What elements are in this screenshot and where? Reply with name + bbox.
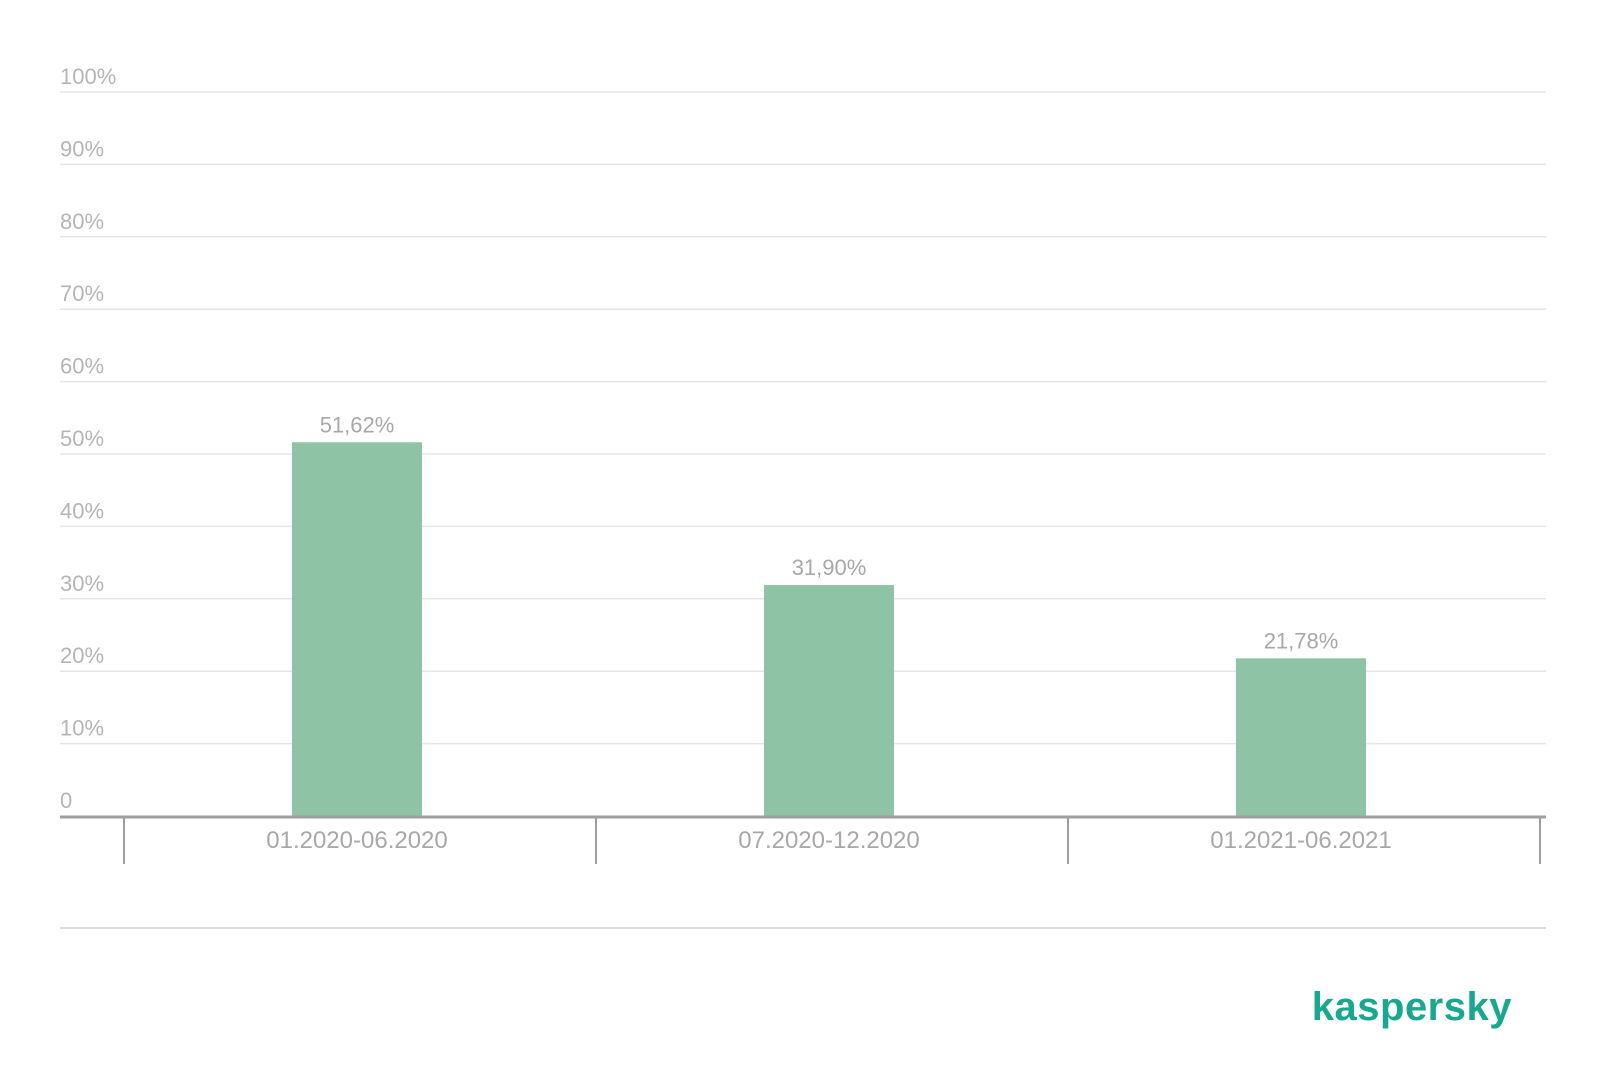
x-category-label: 01.2021-06.2021	[1210, 827, 1392, 854]
data-label-2: 31,90%	[792, 555, 867, 580]
data-label-3: 21,78%	[1264, 628, 1339, 653]
y-tick-label: 20%	[60, 643, 104, 668]
y-tick-label: 50%	[60, 426, 104, 451]
x-axis-category-labels: 01.2020-06.2020 07.2020-12.2020 01.2021-06…	[266, 827, 1392, 854]
y-tick-label: 30%	[60, 571, 104, 596]
bars	[292, 442, 1366, 816]
y-axis-ticks: 0 10% 20% 30% 40% 50% 60% 70% 80% 90% 100%	[60, 64, 116, 813]
y-tick-label: 40%	[60, 498, 104, 523]
bar-2	[764, 585, 894, 816]
y-tick-label: 10%	[60, 716, 104, 741]
kaspersky-logo: kaspersky	[1312, 985, 1512, 1029]
y-tick-label: 70%	[60, 281, 104, 306]
y-tick-label: 60%	[60, 354, 104, 379]
x-axis	[60, 815, 1546, 864]
x-category-label: 01.2020-06.2020	[266, 827, 448, 854]
data-labels: 51,62% 31,90% 21,78%	[320, 412, 1339, 653]
bar-3	[1236, 658, 1366, 816]
bar-1	[292, 442, 422, 816]
y-tick-label: 90%	[60, 136, 104, 161]
y-tick-label: 80%	[60, 209, 104, 234]
y-tick-label: 100%	[60, 64, 116, 89]
y-tick-label: 0	[60, 788, 72, 813]
x-category-label: 07.2020-12.2020	[738, 827, 920, 854]
data-label-1: 51,62%	[320, 412, 395, 437]
